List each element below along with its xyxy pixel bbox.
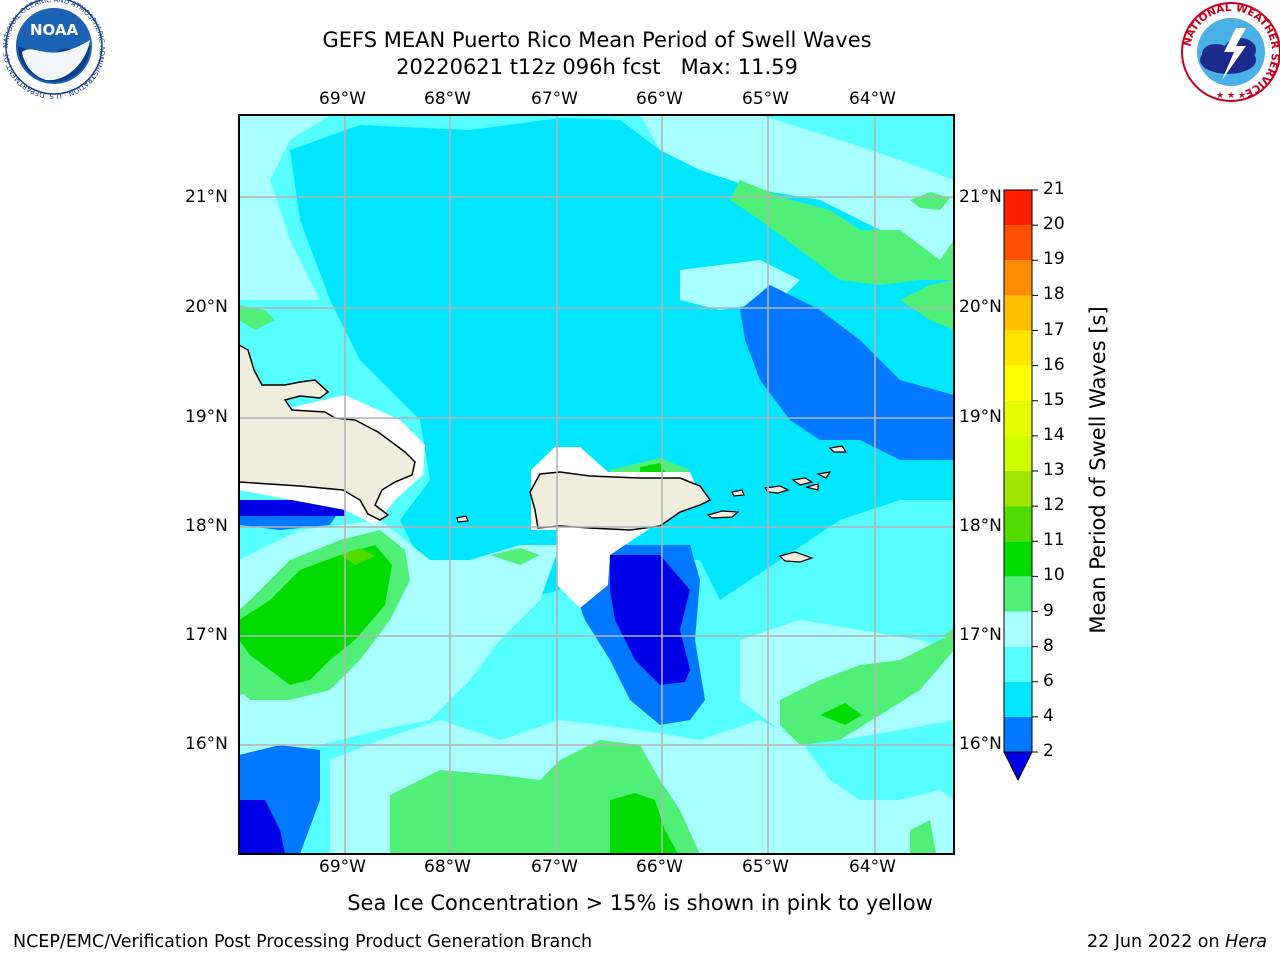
colorbar-tick-label: 8 [1043,635,1054,656]
colorbar-segment-6-8 [1004,646,1032,682]
colorbar-segment-11-12 [1004,506,1032,542]
lat-label-right-17n: 17°N [959,625,1002,645]
lat-label-right-19n: 19°N [959,407,1002,427]
lon-label-bottom-65w: 65°W [742,857,789,877]
lon-label-bottom-64w: 64°W [849,857,896,877]
lon-label-bottom-69w: 69°W [319,857,366,877]
colorbar-segment-10-11 [1004,541,1032,577]
chart-title-line1: GEFS MEAN Puerto Rico Mean Period of Swe… [322,28,872,52]
lon-label-top-67w: 67°W [531,89,578,109]
lon-label-top-68w: 68°W [424,89,471,109]
lon-label-top-65w: 65°W [742,89,789,109]
colorbar-tick-label: 6 [1043,670,1054,691]
colorbar-tick-label: 16 [1043,354,1065,375]
chart-title-line2: 20220621 t12z 096h fcst Max: 11.59 [396,55,798,79]
lon-label-bottom-67w: 67°W [531,857,578,877]
footer-host: Hera [1225,932,1267,952]
lat-label-left-16n: 16°N [185,734,228,754]
colorbar-segment-15-16 [1004,365,1032,401]
swell-field-0-2 [610,555,690,685]
colorbar-tick-label: 19 [1043,249,1065,270]
footer-branch: NCEP/EMC/Verification Post Processing Pr… [13,932,593,952]
colorbar-segment-2-4 [1004,716,1032,752]
colorbar-tick-label: 4 [1043,705,1054,726]
colorbar-tick-label: 13 [1043,460,1065,480]
colorbar-tick-label: 21 [1043,179,1065,199]
svg-text:★ ★ ★: ★ ★ ★ [1216,91,1246,101]
colorbar-segment-8-9 [1004,611,1032,647]
lat-label-right-21n: 21°N [959,187,1002,207]
sea-ice-note: Sea Ice Concentration > 15% is shown in … [347,891,933,915]
hispaniola-land [239,344,416,521]
swell-field-10-11 [239,545,392,685]
lat-label-left-17n: 17°N [185,625,228,645]
footer-date: 22 Jun 2022 on Hera [1087,932,1267,952]
colorbar-tick-label: 15 [1043,389,1065,410]
colorbar-tick-label: 9 [1043,600,1054,621]
colorbar-tick-label: 11 [1043,530,1065,551]
swell-field-2-4 [740,285,954,460]
map-frame [238,114,955,855]
lat-label-left-18n: 18°N [185,516,228,536]
lon-label-top-66w: 66°W [636,89,683,109]
colorbar-tick-label: 17 [1043,319,1065,340]
noaa-logo-text: NOAA [30,21,79,39]
colorbar-tick-label: 14 [1043,424,1065,445]
lat-label-right-18n: 18°N [959,516,1002,536]
colorbar-tick-label: 10 [1043,565,1065,586]
colorbar-extend-min [1003,751,1033,782]
colorbar-segment-17-18 [1004,295,1032,331]
colorbar-segment-12-13 [1004,471,1032,507]
colorbar-segment-16-17 [1004,330,1032,366]
lat-label-left-20n: 20°N [185,297,228,317]
colorbar-title: Mean Period of Swell Waves [s] [1086,306,1110,634]
colorbar-segment-4-6 [1004,681,1032,717]
lat-label-left-19n: 19°N [185,407,228,427]
colorbar-segment-20-21 [1004,190,1032,226]
lon-label-bottom-68w: 68°W [424,857,471,877]
colorbar-tick-label: 20 [1043,214,1065,235]
virgin-islands [456,445,848,563]
colorbar-tick-label: 2 [1043,741,1054,761]
colorbar-segment-19-20 [1004,225,1032,261]
footer-date-text: 22 Jun 2022 on [1086,932,1226,952]
lat-label-left-21n: 21°N [185,187,228,207]
puerto-rico-land [529,471,712,531]
colorbar-segment-9-10 [1004,576,1032,612]
map-gridlines [239,115,954,854]
lon-label-bottom-66w: 66°W [636,857,683,877]
colorbar-tick-label: 18 [1043,284,1065,305]
lon-label-top-69w: 69°W [319,89,366,109]
colorbar-segment-13-14 [1004,435,1032,471]
colorbar-tick-label: 12 [1043,495,1065,516]
lat-label-right-20n: 20°N [959,297,1002,317]
colorbar-segment-18-19 [1004,260,1032,296]
lat-label-right-16n: 16°N [959,734,1002,754]
colorbar-segment-14-15 [1004,400,1032,436]
lon-label-top-64w: 64°W [849,89,896,109]
